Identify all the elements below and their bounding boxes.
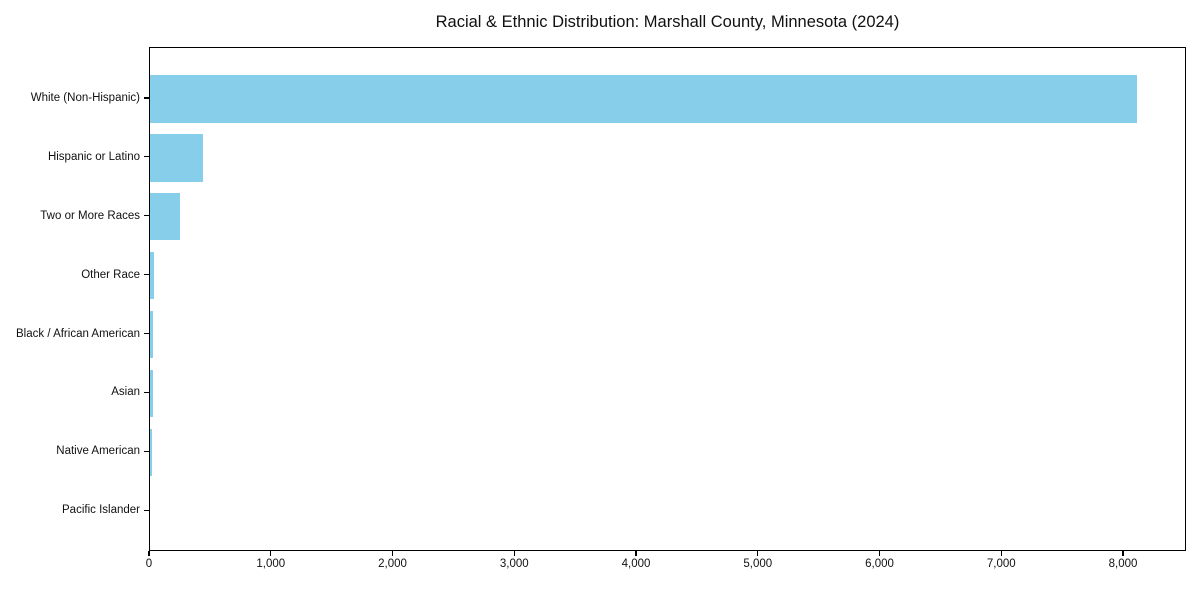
bar-black-african-american <box>150 310 154 359</box>
x-tick-label-4000: 4,000 <box>621 558 651 570</box>
x-tick-mark <box>1000 551 1002 556</box>
y-tick-label-pacific-islander: Pacific Islander <box>62 504 140 517</box>
x-tick-label-0: 0 <box>145 558 153 570</box>
y-tick-label-black-african-american: Black / African American <box>16 327 140 340</box>
y-tick-mark <box>144 391 149 394</box>
y-tick-mark <box>144 509 149 511</box>
plot-area <box>149 47 1186 551</box>
x-tick-mark <box>391 551 394 556</box>
bar-other-race <box>150 251 155 300</box>
y-tick-label-white-non-hispanic: White (Non-Hispanic) <box>30 91 140 104</box>
x-tick-label-6000: 6,000 <box>865 558 894 570</box>
chart-title: Racial & Ethnic Distribution: Marshall C… <box>435 13 900 31</box>
y-tick-mark <box>144 215 149 217</box>
y-tick-label-other-race: Other Race <box>81 268 140 281</box>
bar-asian <box>150 369 154 418</box>
y-tick-mark <box>144 273 149 276</box>
bar-hispanic-or-latino <box>150 134 203 182</box>
y-tick-label-asian: Asian <box>111 386 140 399</box>
x-tick-label-3000: 3,000 <box>499 558 529 570</box>
x-tick-mark <box>878 551 881 556</box>
bar-two-or-more-races <box>150 192 180 241</box>
y-tick-label-hispanic-or-latino: Hispanic or Latino <box>47 150 140 163</box>
y-tick-mark <box>144 97 149 99</box>
y-tick-label-native-american: Native American <box>56 445 140 458</box>
x-tick-mark <box>1122 551 1124 556</box>
x-tick-mark <box>270 551 272 556</box>
x-tick-label-7000: 7,000 <box>986 558 1016 570</box>
x-tick-mark <box>757 551 759 556</box>
x-tick-label-2000: 2,000 <box>378 558 407 570</box>
x-tick-mark <box>513 551 515 556</box>
bar-white-non-hispanic <box>150 75 1138 123</box>
x-tick-mark <box>635 551 637 556</box>
bar-native-american <box>150 428 153 477</box>
x-tick-label-8000: 8,000 <box>1108 558 1138 570</box>
y-tick-label-two-or-more-races: Two or More Races <box>40 209 140 222</box>
y-tick-mark <box>144 450 149 452</box>
y-tick-mark <box>144 332 149 335</box>
x-tick-mark <box>148 551 150 556</box>
y-tick-mark <box>144 156 149 158</box>
x-tick-label-5000: 5,000 <box>743 558 773 570</box>
x-tick-label-1000: 1,000 <box>256 558 286 570</box>
